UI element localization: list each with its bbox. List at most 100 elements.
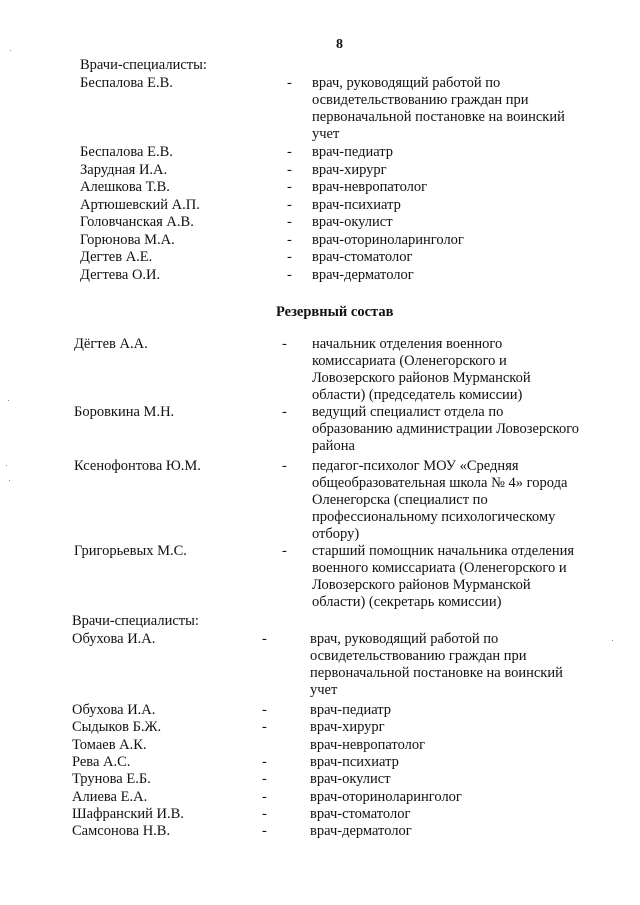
- member-role: врач-дерматолог: [310, 823, 412, 840]
- member-name: Обухова И.А.: [72, 631, 156, 647]
- role-line: врач-психиатр: [312, 196, 401, 213]
- role-line: Оленегорска (специалист по: [312, 492, 488, 508]
- member-role: врач-хирург: [310, 719, 385, 736]
- role-line: старший помощник начальника отделения: [312, 543, 575, 559]
- member-role: врач-стоматолог: [312, 249, 412, 266]
- role-line: врач, руководящий работой по: [310, 631, 499, 647]
- role-line: врач-хирург: [312, 161, 387, 178]
- member-name: Шафранский И.В.: [72, 805, 184, 822]
- member-name: Артюшевский А.П.: [80, 196, 200, 213]
- role-line: врач-оториноларинголог: [312, 231, 464, 248]
- member-name: Трунова Е.Б.: [72, 771, 151, 788]
- dash-separator: -: [262, 823, 267, 839]
- member-name: Алиева Е.А.: [72, 788, 148, 805]
- role-line: врач-педиатр: [312, 144, 394, 160]
- role-line: учет: [310, 682, 338, 698]
- role-line: освидетельствованию граждан при: [310, 648, 527, 664]
- member-role: врач-хирург: [312, 162, 387, 179]
- dash-separator: -: [287, 196, 292, 213]
- member-role: врач-дерматолог: [312, 267, 414, 284]
- role-line: первоначальной постановке на воинский: [310, 665, 563, 681]
- member-role: врач-психиатр: [312, 197, 401, 214]
- role-line: врач-окулист: [310, 771, 391, 788]
- dash-separator: -: [262, 805, 267, 822]
- role-line: ведущий специалист отдела по: [312, 404, 504, 420]
- role-line: врач-невропатолог: [310, 736, 426, 753]
- member-name: Беспалова Е.В.: [80, 75, 173, 91]
- member-name: Зарудная И.А.: [80, 161, 168, 178]
- dash-separator: -: [287, 161, 292, 178]
- role-line: врач-педиатр: [310, 702, 392, 718]
- role-line: отбору): [312, 526, 360, 542]
- member-name: Горюнова М.А.: [80, 231, 175, 248]
- dash-separator: -: [282, 336, 287, 352]
- member-role: врач-окулист: [312, 214, 393, 231]
- member-name: Дегтев А.Е.: [80, 249, 153, 265]
- dash-separator: -: [287, 214, 292, 230]
- role-line: области) (председатель комиссии): [312, 387, 523, 403]
- member-role: врач-стоматолог: [310, 806, 410, 823]
- role-line: профессиональному психологическому: [312, 509, 556, 525]
- role-line: первоначальной постановке на воинский: [312, 109, 565, 125]
- member-name: Ксенофонтова Ю.М.: [74, 458, 201, 474]
- member-role: педагог-психолог МОУ «Средняя общеобразов…: [312, 458, 567, 543]
- dash-separator: -: [262, 631, 267, 647]
- role-line: врач-психиатр: [310, 753, 399, 770]
- member-role: врач-окулист: [310, 771, 391, 788]
- section-heading-specialists-reserve: Врачи-специалисты:: [72, 613, 199, 629]
- dash-separator: -: [282, 458, 287, 474]
- member-name: Алешкова Т.В.: [80, 179, 170, 195]
- dash-separator: -: [262, 719, 267, 736]
- dash-separator: -: [262, 753, 267, 770]
- role-line: учет: [312, 126, 340, 142]
- role-line: начальник отделения военного: [312, 336, 503, 352]
- role-line: врач, руководящий работой по: [312, 75, 501, 91]
- dash-separator: -: [262, 771, 267, 788]
- member-role: врач-педиатр: [312, 144, 393, 161]
- dash-separator: -: [287, 231, 292, 248]
- dash-separator: -: [287, 266, 292, 283]
- role-line: района: [312, 438, 355, 454]
- member-role: врач-невропатолог: [310, 737, 425, 754]
- role-line: врач-оториноларинголог: [310, 788, 462, 805]
- member-name: Григорьевых М.С.: [74, 543, 187, 559]
- role-line: педагог-психолог МОУ «Средняя: [312, 458, 519, 474]
- role-line: Ловозерского районов Мурманской: [312, 577, 531, 593]
- role-line: врач-стоматолог: [310, 805, 411, 822]
- dash-separator: -: [282, 404, 287, 420]
- role-line: комиссариата (Оленегорского и: [312, 353, 507, 369]
- role-line: общеобразовательная школа № 4» города: [312, 475, 568, 491]
- member-name: Беспалова Е.В.: [80, 144, 173, 160]
- dash-separator: -: [287, 144, 292, 160]
- member-name: Томаев А.К.: [72, 736, 147, 753]
- dash-separator: -: [287, 179, 292, 195]
- member-name: Обухова И.А.: [72, 702, 156, 718]
- member-role: старший помощник начальника отделения вое…: [312, 543, 574, 611]
- role-line: врач-окулист: [312, 214, 393, 230]
- member-name: Боровкина М.Н.: [74, 404, 175, 420]
- member-name: Дёгтев А.А.: [74, 336, 148, 352]
- member-role: врач-невропатолог: [312, 179, 427, 196]
- role-line: врач-невропатолог: [312, 179, 428, 195]
- dash-separator: -: [287, 249, 292, 265]
- member-role: начальник отделения военного комиссариата…: [312, 336, 531, 404]
- member-role: врач-психиатр: [310, 754, 399, 771]
- page-number: 8: [336, 37, 343, 52]
- role-line: освидетельствованию граждан при: [312, 92, 529, 108]
- member-role: врач-педиатр: [310, 702, 391, 719]
- section-heading-specialists: Врачи-специалисты:: [80, 57, 207, 73]
- role-line: военного комиссариата (Оленегорского и: [312, 560, 567, 576]
- reserve-title: Резервный состав: [276, 304, 394, 320]
- member-name: Самсонова Н.В.: [72, 823, 171, 839]
- role-line: врач-стоматолог: [312, 249, 413, 265]
- member-name: Рева А.С.: [72, 753, 131, 770]
- role-line: области) (секретарь комиссии): [312, 594, 502, 610]
- member-name: Сыдыков Б.Ж.: [72, 719, 162, 736]
- member-role: врач-оториноларинголог: [310, 789, 462, 806]
- member-role: врач, руководящий работой по освидетельст…: [310, 631, 563, 699]
- role-line: врач-дерматолог: [312, 266, 414, 283]
- member-name: Головчанская А.В.: [80, 214, 194, 230]
- dash-separator: -: [262, 702, 267, 718]
- dash-separator: -: [262, 788, 267, 805]
